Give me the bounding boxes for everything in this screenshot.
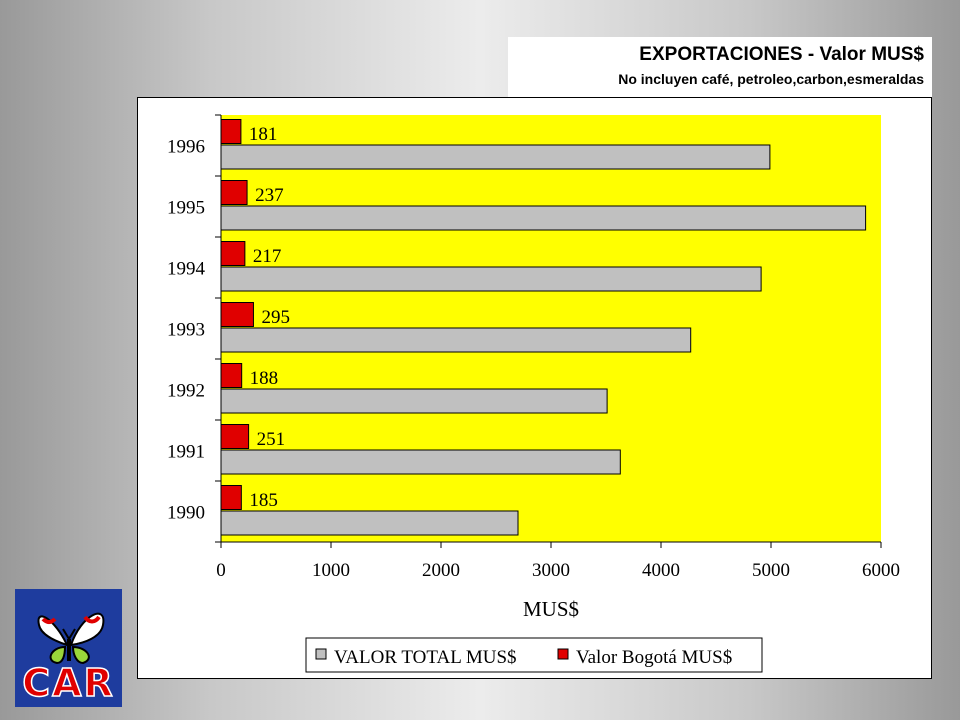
bar-total-1993 xyxy=(220,327,692,353)
legend: VALOR TOTAL MUS$ Valor Bogotá MUS$ xyxy=(305,637,763,673)
legend-frame xyxy=(305,637,763,673)
x-tick-label-2000: 2000 xyxy=(422,560,460,581)
y-tick-label-1995: 1995 xyxy=(167,198,205,219)
bar-total-1992 xyxy=(220,388,608,414)
bar-total-1996 xyxy=(220,144,771,170)
bar-bogota-1994 xyxy=(220,241,246,266)
data-label-bogota-1991: 251 xyxy=(257,429,286,450)
x-tick-label-4000: 4000 xyxy=(642,560,680,581)
bar-total-1994 xyxy=(220,266,762,292)
data-label-bogota-1990: 185 xyxy=(249,490,278,511)
bar-bogota-1993 xyxy=(220,302,254,327)
bar-total-1995 xyxy=(220,205,867,231)
bar-bogota-1991 xyxy=(220,424,250,449)
y-tick-label-1994: 1994 xyxy=(167,259,206,280)
data-label-bogota-1993: 295 xyxy=(261,307,290,328)
y-tick-label-1990: 1990 xyxy=(167,503,205,524)
data-label-bogota-1995: 237 xyxy=(255,185,284,206)
x-tick-label-3000: 3000 xyxy=(532,560,570,581)
y-tick-label-1992: 1992 xyxy=(167,381,205,402)
legend-label-total: VALOR TOTAL MUS$ xyxy=(334,647,517,668)
y-tick-label-1991: 1991 xyxy=(167,442,205,463)
legend-swatch-bogota xyxy=(557,648,569,660)
x-tick-label-0: 0 xyxy=(216,560,226,581)
data-label-bogota-1992: 188 xyxy=(250,368,279,389)
y-tick-label-1996: 1996 xyxy=(167,137,205,158)
data-label-bogota-1996: 181 xyxy=(249,124,278,145)
x-tick-label-1000: 1000 xyxy=(312,560,350,581)
butterfly-icon xyxy=(37,612,105,665)
chart-subtitle: No incluyen café, petroleo,carbon,esmera… xyxy=(618,71,924,87)
title-box: EXPORTACIONES - Valor MUS$ No incluyen c… xyxy=(508,37,932,97)
car-logo: CAR xyxy=(15,589,122,707)
chart-area: 181 237 217 295 188 251 185 1996 1995 1994 1993 19… xyxy=(137,97,932,679)
x-tick-label-6000: 6000 xyxy=(862,560,900,581)
bar-bogota-1992 xyxy=(220,363,243,388)
legend-swatch-total xyxy=(315,648,327,660)
x-axis-label: MUS$ xyxy=(523,597,579,621)
data-label-bogota-1994: 217 xyxy=(253,246,282,267)
legend-label-bogota: Valor Bogotá MUS$ xyxy=(576,647,732,668)
bar-total-1990 xyxy=(220,510,519,536)
bar-chart: 181 237 217 295 188 251 185 1996 1995 1994 1993 19… xyxy=(167,114,900,673)
bar-bogota-1995 xyxy=(220,180,248,205)
bar-bogota-1996 xyxy=(220,119,242,144)
x-tick-label-5000: 5000 xyxy=(752,560,790,581)
logo-text: CAR xyxy=(21,660,115,706)
bar-total-1991 xyxy=(220,449,621,475)
chart-title: EXPORTACIONES - Valor MUS$ xyxy=(639,44,924,65)
y-tick-label-1993: 1993 xyxy=(167,320,205,341)
bar-bogota-1990 xyxy=(220,485,242,510)
